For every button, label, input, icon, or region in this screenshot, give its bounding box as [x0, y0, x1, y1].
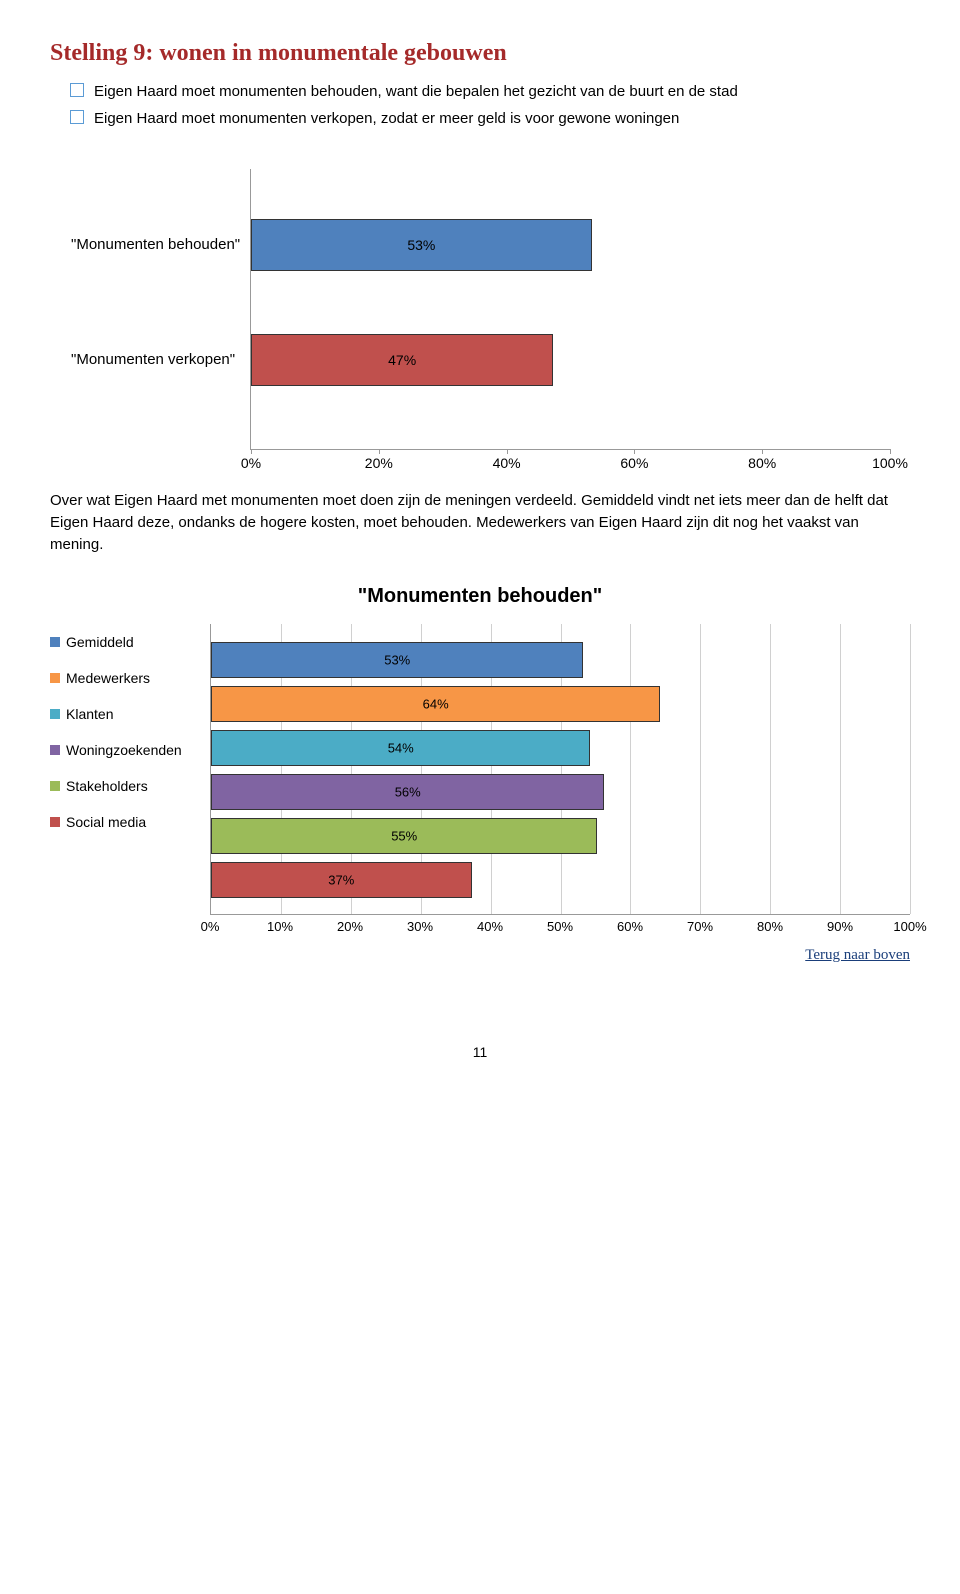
chart1-bar-value: 53%	[407, 237, 435, 253]
chart1-category-label: "Monumenten verkopen"	[71, 351, 251, 368]
chart-1: "Monumenten behouden" 53% "Monumenten verk…	[70, 169, 890, 450]
option-text: Eigen Haard moet monumenten behouden, wa…	[94, 81, 738, 102]
chart2-xtick: 40%	[477, 919, 503, 934]
back-to-top-link[interactable]: Terug naar boven	[50, 947, 910, 964]
chart1-xtick: 0%	[241, 455, 261, 471]
legend-swatch-icon	[50, 817, 60, 827]
legend-label: Social media	[66, 814, 146, 830]
body-paragraph: Over wat Eigen Haard met monumenten moet…	[50, 490, 910, 555]
legend-label: Medewerkers	[66, 670, 150, 686]
section-title: Stelling 9: wonen in monumentale gebouwe…	[50, 40, 910, 67]
chart1-xtick: 60%	[620, 455, 648, 471]
legend-label: Woningzoekenden	[66, 742, 182, 758]
chart2-xtick: 0%	[201, 919, 220, 934]
chart1-xtick: 20%	[365, 455, 393, 471]
chart2-bar: 37%	[211, 862, 472, 898]
chart2-xtick: 30%	[407, 919, 433, 934]
legend-swatch-icon	[50, 745, 60, 755]
legend-swatch-icon	[50, 673, 60, 683]
legend-item: Klanten	[50, 706, 210, 722]
chart2-xtick: 10%	[267, 919, 293, 934]
option-row: Eigen Haard moet monumenten verkopen, zo…	[70, 108, 910, 129]
legend-item: Stakeholders	[50, 778, 210, 794]
legend-swatch-icon	[50, 781, 60, 791]
chart2-xtick: 80%	[757, 919, 783, 934]
chart2-bar: 53%	[211, 642, 583, 678]
checkbox-icon	[70, 83, 84, 97]
chart1-xtick: 40%	[493, 455, 521, 471]
chart1-bar: 47%	[251, 334, 553, 386]
chart2-xtick: 90%	[827, 919, 853, 934]
chart2-xtick: 70%	[687, 919, 713, 934]
chart2-bar-value: 53%	[384, 653, 410, 668]
chart2-bar-value: 37%	[328, 873, 354, 888]
chart1-xtick: 80%	[748, 455, 776, 471]
chart2-xtick: 100%	[893, 919, 926, 934]
legend-swatch-icon	[50, 637, 60, 647]
checkbox-icon	[70, 110, 84, 124]
chart2-bar: 64%	[211, 686, 660, 722]
option-row: Eigen Haard moet monumenten behouden, wa…	[70, 81, 910, 102]
chart2-bar: 56%	[211, 774, 604, 810]
option-text: Eigen Haard moet monumenten verkopen, zo…	[94, 108, 679, 129]
chart2-legend: Gemiddeld Medewerkers Klanten Woningzoekend…	[50, 624, 210, 915]
chart2-xtick: 50%	[547, 919, 573, 934]
options-list: Eigen Haard moet monumenten behouden, wa…	[70, 81, 910, 129]
chart1-bar: 53%	[251, 219, 592, 271]
chart1-xtick: 100%	[872, 455, 908, 471]
chart2-bar-value: 56%	[395, 785, 421, 800]
chart2-xtick: 60%	[617, 919, 643, 934]
chart1-row: "Monumenten verkopen" 47%	[71, 334, 890, 384]
legend-item: Social media	[50, 814, 210, 830]
chart2-title: "Monumenten behouden"	[50, 585, 910, 608]
chart1-category-label: "Monumenten behouden"	[71, 236, 251, 253]
chart2-bar: 55%	[211, 818, 597, 854]
legend-swatch-icon	[50, 709, 60, 719]
legend-item: Medewerkers	[50, 670, 210, 686]
chart2-bar-value: 55%	[391, 829, 417, 844]
legend-item: Woningzoekenden	[50, 742, 210, 758]
chart2-bar: 54%	[211, 730, 590, 766]
legend-item: Gemiddeld	[50, 634, 210, 650]
legend-label: Gemiddeld	[66, 634, 134, 650]
legend-label: Stakeholders	[66, 778, 148, 794]
chart2-bar-value: 64%	[423, 697, 449, 712]
chart1-row: "Monumenten behouden" 53%	[71, 219, 890, 269]
legend-label: Klanten	[66, 706, 113, 722]
chart1-bar-value: 47%	[388, 352, 416, 368]
chart-2: "Monumenten behouden" Gemiddeld Medewerke…	[50, 585, 910, 939]
chart2-bar-value: 54%	[388, 741, 414, 756]
chart2-xtick: 20%	[337, 919, 363, 934]
page-number: 11	[50, 1044, 910, 1060]
